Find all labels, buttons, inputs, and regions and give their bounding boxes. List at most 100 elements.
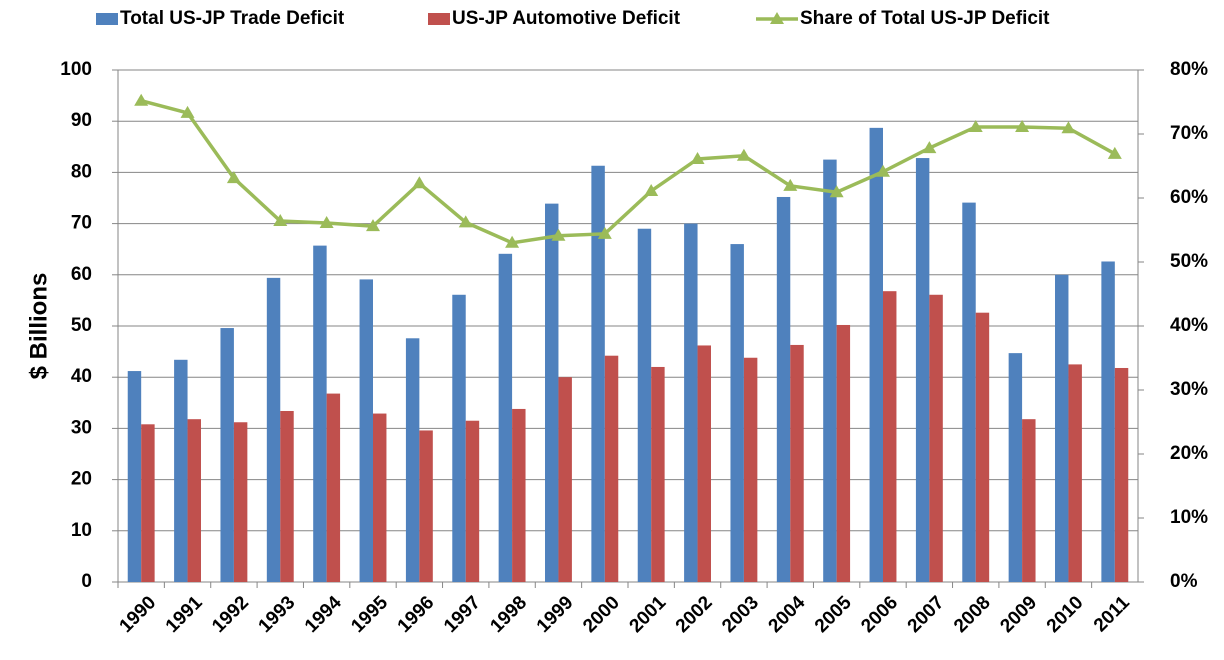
y-axis-title: $ Billions [25, 273, 52, 380]
bar [452, 294, 466, 582]
bar [915, 158, 930, 582]
bar [266, 277, 281, 582]
y-tick-label: 80 [71, 161, 92, 182]
x-tick-label: 2001 [626, 592, 671, 637]
bar [465, 420, 480, 582]
x-tick-label: 1999 [533, 592, 578, 637]
bar [174, 359, 188, 582]
bar [1008, 353, 1023, 582]
x-tick-label: 2000 [579, 592, 624, 637]
line-marker [1061, 121, 1076, 134]
bar [743, 357, 758, 582]
x-tick-label: 2011 [1090, 592, 1134, 636]
bar [637, 228, 652, 582]
bar [220, 328, 234, 582]
line-marker [551, 228, 566, 241]
line-marker [644, 183, 659, 196]
y-tick-label: 60 [71, 264, 92, 285]
bar [975, 312, 990, 582]
line [140, 99, 1116, 245]
bar [790, 344, 804, 582]
y2-tick-label: 80% [1170, 59, 1208, 80]
y-tick-label: 70 [71, 213, 92, 234]
y2-tick-label: 10% [1170, 507, 1208, 528]
y2-tick-label: 20% [1170, 443, 1208, 464]
line-marker [922, 141, 937, 154]
x-tick-label: 2008 [950, 592, 995, 637]
legend-marker [770, 12, 784, 24]
y-tick-label: 30 [71, 417, 92, 438]
y-tick-label: 100 [60, 59, 92, 80]
line-marker [412, 176, 427, 189]
x-tick-label: 1996 [394, 592, 439, 637]
x-tick-label: 2003 [718, 592, 763, 637]
y-tick-label: 10 [71, 520, 92, 541]
bar [836, 324, 851, 582]
bar [498, 253, 513, 583]
line-marker [829, 185, 844, 198]
bar [233, 422, 248, 582]
y2-tick-label: 50% [1170, 251, 1208, 272]
bar [280, 410, 294, 582]
y2-tick-label: 30% [1170, 379, 1208, 400]
y2-tick-label: 70% [1170, 123, 1208, 144]
y-tick-label: 90 [71, 110, 92, 131]
y2-tick-label: 0% [1170, 571, 1198, 592]
bar [1068, 364, 1082, 582]
bar [684, 223, 698, 582]
x-tick-label: 2010 [1043, 592, 1088, 637]
bar [697, 345, 711, 582]
y-tick-label: 20 [71, 469, 92, 490]
bar [313, 245, 327, 582]
line-marker [690, 151, 705, 164]
bar [1055, 274, 1069, 582]
bar [512, 408, 526, 582]
x-tick-label: 1991 [162, 592, 207, 637]
bar [962, 202, 976, 582]
x-tick-label: 1990 [116, 592, 161, 637]
bar [883, 291, 897, 582]
x-tick-label: 2007 [904, 592, 949, 637]
y-tick-label: 50 [71, 315, 92, 336]
line-marker [505, 235, 520, 248]
legend-label: US-JP Automotive Deficit [452, 8, 681, 29]
x-tick-label: 1998 [486, 592, 531, 637]
bar [558, 377, 572, 582]
bar [776, 196, 791, 582]
bar [405, 338, 420, 582]
line-marker [876, 164, 890, 177]
line-marker [319, 215, 334, 228]
bar [359, 279, 373, 582]
x-tick-label: 1994 [301, 592, 346, 637]
line-marker [134, 93, 149, 106]
bar [419, 430, 433, 582]
legend-label: Share of Total US-JP Deficit [800, 8, 1050, 29]
line-marker [1015, 119, 1030, 132]
x-tick-label: 1992 [208, 592, 253, 637]
line-marker [180, 105, 195, 118]
line-marker [458, 215, 473, 228]
y-tick-label: 0 [81, 571, 92, 592]
x-tick-label: 2004 [765, 592, 810, 637]
line-marker [597, 226, 612, 239]
y-tick-label: 40 [71, 366, 92, 387]
bar [869, 127, 883, 582]
bar [187, 419, 201, 582]
y2-tick-label: 40% [1170, 315, 1208, 336]
bar [326, 393, 341, 582]
x-tick-label: 2006 [857, 592, 902, 637]
x-tick-label: 1997 [440, 592, 485, 637]
x-tick-label: 2002 [672, 592, 717, 637]
bar [651, 366, 665, 582]
bar [1022, 419, 1036, 582]
line-marker [968, 119, 983, 132]
x-tick-label: 1993 [255, 592, 300, 637]
line-marker [226, 171, 241, 184]
line-marker [366, 219, 380, 232]
x-tick-label: 2009 [996, 592, 1041, 637]
bar [1114, 367, 1129, 582]
x-tick-label: 2005 [811, 592, 856, 637]
legend-label: Total US-JP Trade Deficit [120, 8, 345, 29]
x-tick-label: 1995 [347, 592, 392, 637]
